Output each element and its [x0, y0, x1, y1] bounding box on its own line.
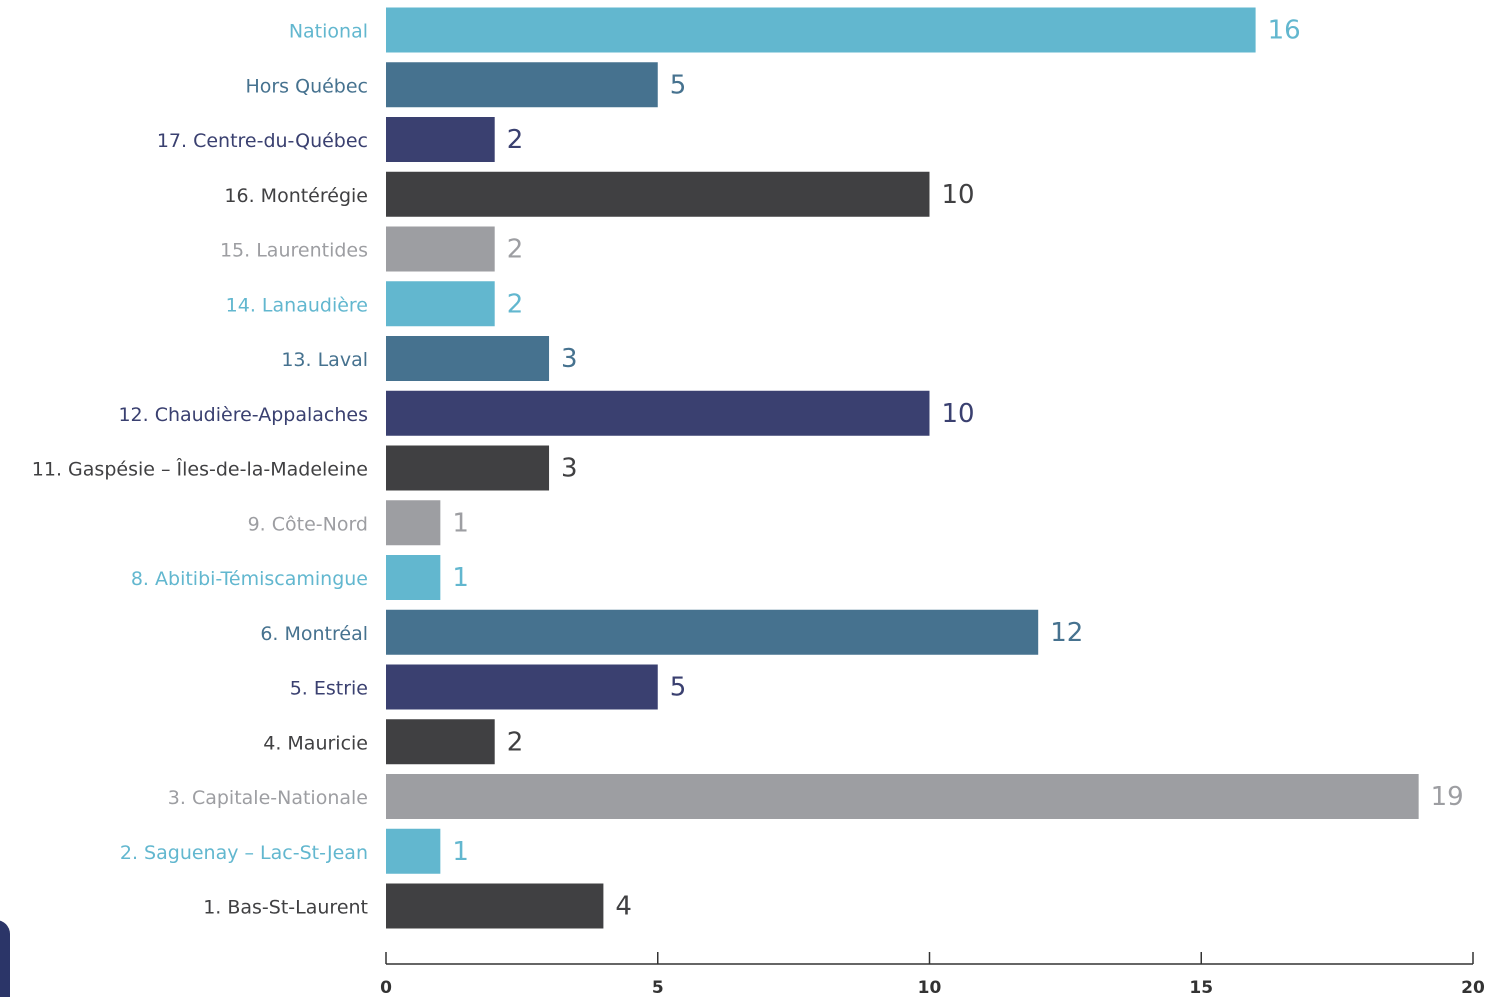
y-tick-label: 4. Mauricie	[263, 732, 368, 754]
value-label: 2	[507, 125, 524, 155]
y-tick-label: 16. Montérégie	[224, 185, 368, 207]
bar	[386, 555, 441, 600]
y-tick-label: 2. Saguenay – Lac-St-Jean	[120, 842, 368, 864]
y-tick-label: 9. Côte-Nord	[248, 513, 368, 535]
x-tick-label: 10	[918, 978, 942, 997]
bar	[386, 390, 930, 436]
bar	[386, 171, 930, 217]
y-tick-label: 13. Laval	[281, 349, 368, 371]
x-tick-label: 0	[380, 978, 392, 997]
bar	[386, 774, 1419, 819]
value-label: 12	[1050, 618, 1083, 648]
y-tick-label: 1. Bas-St-Laurent	[203, 897, 368, 919]
value-label: 2	[507, 289, 524, 319]
value-label: 2	[507, 235, 524, 265]
y-tick-label: National	[289, 21, 368, 43]
bar	[386, 445, 550, 491]
x-tick-label: 15	[1189, 978, 1213, 997]
value-label: 1	[452, 837, 469, 867]
value-label: 19	[1431, 782, 1464, 812]
bar	[386, 281, 495, 327]
bar	[386, 226, 495, 272]
value-label: 4	[615, 892, 632, 922]
bar	[386, 500, 441, 546]
value-label: 1	[452, 563, 469, 593]
y-tick-label: 12. Chaudière-Appalaches	[118, 404, 368, 426]
value-label: 2	[507, 727, 524, 757]
bar	[386, 609, 1039, 655]
y-tick-label: 3. Capitale-Nationale	[168, 787, 368, 809]
y-tick-label: 17. Centre-du-Québec	[157, 130, 368, 152]
value-label: 3	[561, 344, 578, 374]
value-label: 16	[1268, 16, 1301, 46]
y-tick-label: 5. Estrie	[290, 678, 368, 700]
value-label: 3	[561, 454, 578, 484]
y-tick-label: 8. Abitibi-Témiscamingue	[131, 568, 368, 590]
bar	[386, 664, 658, 710]
bar	[386, 62, 658, 108]
y-tick-label: 14. Lanaudière	[226, 294, 368, 316]
value-label: 5	[670, 70, 687, 100]
decoration	[0, 920, 10, 997]
value-label: 10	[942, 180, 975, 210]
value-label: 10	[942, 399, 975, 429]
y-tick-label: 15. Laurentides	[220, 240, 368, 262]
y-tick-label: 6. Montréal	[260, 623, 368, 645]
bar	[386, 336, 550, 381]
y-tick-label: 11. Gaspésie – Îles-de-la-Madeleine	[32, 458, 368, 481]
y-tick-label: Hors Québec	[245, 75, 368, 97]
bar	[386, 828, 441, 874]
bar	[386, 883, 604, 929]
bar	[386, 719, 495, 765]
value-label: 5	[670, 673, 687, 703]
bar	[386, 117, 495, 162]
value-label: 1	[452, 508, 469, 538]
x-tick-label: 5	[652, 978, 664, 997]
bar	[386, 7, 1256, 53]
x-tick-label: 20	[1461, 978, 1485, 997]
